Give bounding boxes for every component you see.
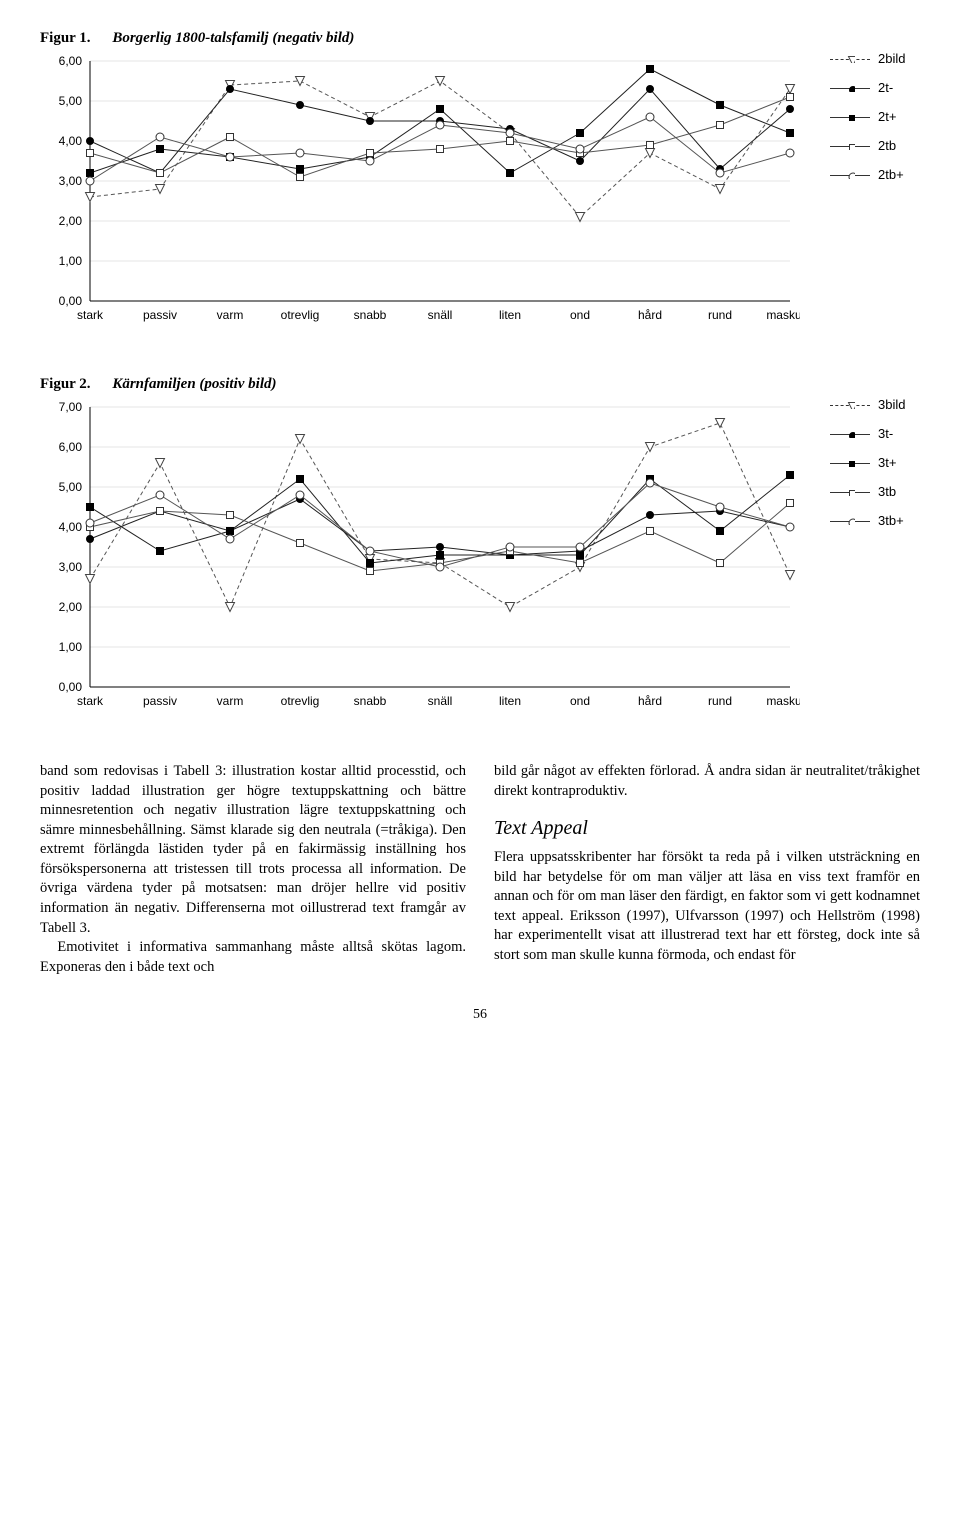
legend-label: 3tb (878, 484, 896, 499)
svg-text:liten: liten (499, 308, 521, 322)
svg-text:maskulin: maskulin (766, 308, 800, 322)
svg-text:snabb: snabb (354, 308, 387, 322)
legend-marker-icon (830, 139, 870, 153)
svg-text:7,00: 7,00 (59, 400, 83, 414)
legend-marker-icon (830, 168, 870, 182)
svg-text:2,00: 2,00 (59, 214, 83, 228)
legend-item: 3tb (830, 484, 905, 499)
figure2-legend: 3bild 3t- 3t+ 3tb 3tb+ (830, 397, 905, 542)
legend-marker-icon (830, 52, 870, 66)
body-left-indent: Emotivitet i informativa sammanhang måst… (40, 938, 466, 977)
svg-text:hård: hård (638, 308, 662, 322)
svg-text:hård: hård (638, 694, 662, 708)
svg-text:rund: rund (708, 694, 732, 708)
legend-item: 3t+ (830, 455, 905, 470)
figure1-caption: Borgerlig 1800-talsfamilj (negativ bild) (112, 30, 354, 46)
legend-marker-icon (830, 485, 870, 499)
svg-text:varm: varm (217, 694, 244, 708)
page-number: 56 (40, 1007, 920, 1023)
svg-text:stark: stark (77, 694, 104, 708)
legend-label: 3bild (878, 397, 905, 412)
legend-label: 2bild (878, 51, 905, 66)
legend-item: 2tb+ (830, 167, 905, 182)
svg-text:6,00: 6,00 (59, 54, 83, 68)
svg-text:2,00: 2,00 (59, 600, 83, 614)
legend-marker-icon (830, 81, 870, 95)
figure1-legend: 2bild 2t- 2t+ 2tb 2tb+ (830, 51, 905, 196)
body-left: band som redovisas i Tabell 3: illustrat… (40, 763, 466, 936)
legend-item: 2t+ (830, 109, 905, 124)
legend-label: 2tb (878, 138, 896, 153)
svg-text:4,00: 4,00 (59, 520, 83, 534)
section-heading: Text Appeal (494, 815, 920, 842)
svg-text:6,00: 6,00 (59, 440, 83, 454)
figure2-caption: Kärnfamiljen (positiv bild) (112, 376, 276, 392)
figure1-title: Figur 1. Borgerlig 1800-talsfamilj (nega… (40, 30, 920, 47)
svg-text:stark: stark (77, 308, 104, 322)
legend-item: 3t- (830, 426, 905, 441)
legend-item: 3tb+ (830, 513, 905, 528)
legend-item: 3bild (830, 397, 905, 412)
body-columns: band som redovisas i Tabell 3: illustrat… (40, 762, 920, 977)
svg-text:otrevlig: otrevlig (281, 694, 320, 708)
svg-text:otrevlig: otrevlig (281, 308, 320, 322)
svg-text:1,00: 1,00 (59, 254, 83, 268)
legend-label: 2t- (878, 80, 893, 95)
svg-text:maskulin: maskulin (766, 694, 800, 708)
svg-text:liten: liten (499, 694, 521, 708)
svg-text:passiv: passiv (143, 308, 177, 322)
svg-text:passiv: passiv (143, 694, 177, 708)
right-column: bild går något av effekten förlorad. Å a… (494, 762, 920, 977)
legend-marker-icon (830, 110, 870, 124)
svg-text:1,00: 1,00 (59, 640, 83, 654)
legend-item: 2tb (830, 138, 905, 153)
body-right-top: bild går något av effekten förlorad. Å a… (494, 763, 920, 799)
svg-text:5,00: 5,00 (59, 480, 83, 494)
legend-label: 3t+ (878, 455, 896, 470)
figure1-label: Figur 1. (40, 30, 91, 46)
svg-text:varm: varm (217, 308, 244, 322)
svg-text:3,00: 3,00 (59, 174, 83, 188)
svg-text:0,00: 0,00 (59, 294, 83, 308)
svg-text:snabb: snabb (354, 694, 387, 708)
svg-text:ond: ond (570, 694, 590, 708)
svg-text:4,00: 4,00 (59, 134, 83, 148)
legend-label: 3t- (878, 426, 893, 441)
figure2-chart: 0,00 1,00 2,00 3,00 4,00 5,00 6,00 7,00 stark pas… (40, 397, 800, 722)
svg-text:snäll: snäll (428, 694, 453, 708)
legend-marker-icon (830, 456, 870, 470)
legend-marker-icon (830, 427, 870, 441)
legend-item: 2t- (830, 80, 905, 95)
legend-item: 2bild (830, 51, 905, 66)
figure1-chart: 0,00 1,00 2,00 3,00 4,00 5,00 6,00 stark passiv v… (40, 51, 800, 336)
figure2-title: Figur 2. Kärnfamiljen (positiv bild) (40, 376, 920, 393)
svg-text:0,00: 0,00 (59, 680, 83, 694)
body-right-main: Flera uppsatsskribenter har försökt ta r… (494, 849, 920, 963)
svg-text:snäll: snäll (428, 308, 453, 322)
legend-marker-icon (830, 514, 870, 528)
figure2-label: Figur 2. (40, 376, 91, 392)
legend-marker-icon (830, 398, 870, 412)
svg-text:ond: ond (570, 308, 590, 322)
legend-label: 3tb+ (878, 513, 904, 528)
legend-label: 2t+ (878, 109, 896, 124)
figure2-wrap: 0,00 1,00 2,00 3,00 4,00 5,00 6,00 7,00 stark pas… (40, 397, 920, 722)
svg-text:3,00: 3,00 (59, 560, 83, 574)
left-column: band som redovisas i Tabell 3: illustrat… (40, 762, 466, 977)
svg-text:rund: rund (708, 308, 732, 322)
legend-label: 2tb+ (878, 167, 904, 182)
figure1-wrap: 0,00 1,00 2,00 3,00 4,00 5,00 6,00 stark passiv v… (40, 51, 920, 336)
svg-text:5,00: 5,00 (59, 94, 83, 108)
